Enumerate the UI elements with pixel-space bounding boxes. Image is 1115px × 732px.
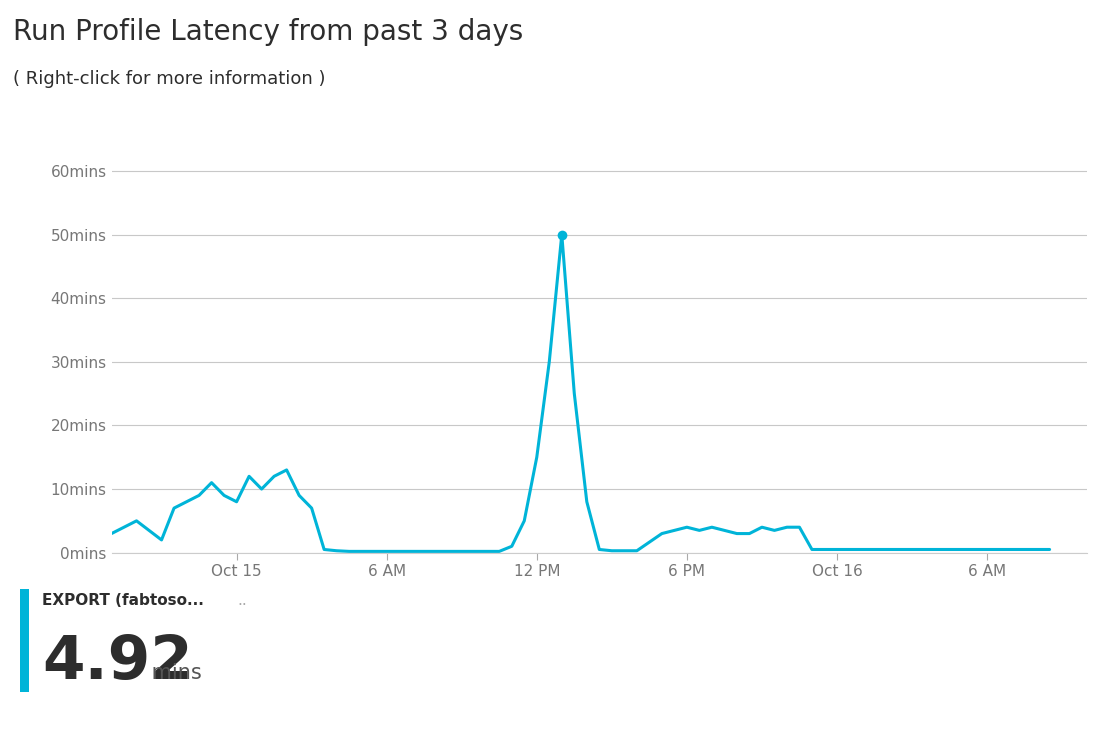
Text: mins: mins [145, 663, 202, 683]
Text: EXPORT (fabtoso...: EXPORT (fabtoso... [42, 593, 204, 608]
Text: ..: .. [237, 593, 248, 608]
Text: ( Right-click for more information ): ( Right-click for more information ) [13, 70, 326, 88]
Text: Run Profile Latency from past 3 days: Run Profile Latency from past 3 days [13, 18, 524, 46]
Text: 4.92: 4.92 [42, 632, 193, 692]
